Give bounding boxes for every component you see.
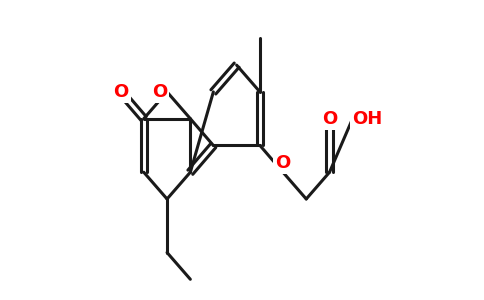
Text: OH: OH xyxy=(352,110,383,128)
Text: O: O xyxy=(152,83,167,101)
Text: O: O xyxy=(113,83,128,101)
Text: O: O xyxy=(322,110,337,128)
Text: O: O xyxy=(275,154,290,172)
